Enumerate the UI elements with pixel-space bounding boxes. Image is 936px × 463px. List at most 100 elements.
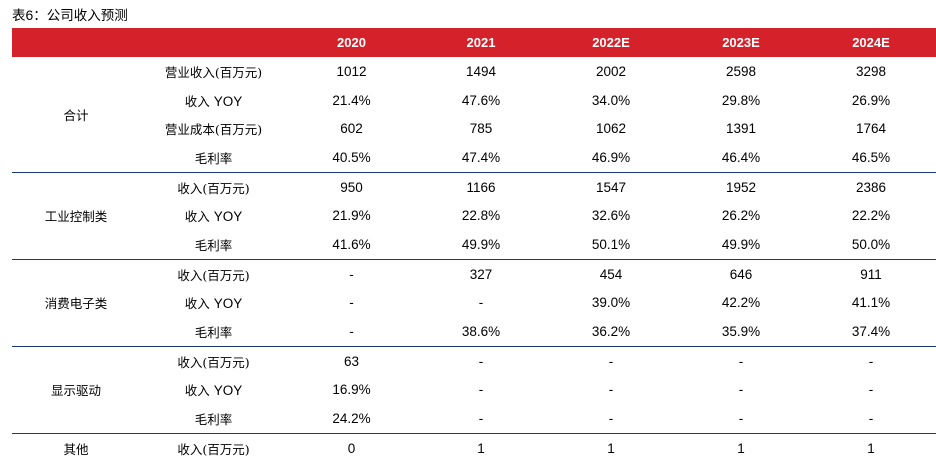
value-cell: - xyxy=(478,382,484,398)
value-cell: 46.5% xyxy=(806,143,936,173)
header-year-cell: 2022E xyxy=(546,28,676,57)
metric-cell: 收入(百万元) xyxy=(177,354,250,370)
value-cell: 26.2% xyxy=(721,208,761,224)
metric-cell: 收入 YOY xyxy=(184,296,243,312)
value-cell: 22.8% xyxy=(461,208,501,224)
table-row: 消费电子类 收入(百万元) - 327 454 646 911 xyxy=(12,259,936,347)
value-cell: 0 xyxy=(347,440,356,456)
value-cell: - xyxy=(806,404,936,434)
value-cell: 1494 xyxy=(465,63,497,79)
category-cell: 合计 xyxy=(12,57,140,173)
value-cell: - xyxy=(416,404,546,434)
header-year-cell: 2021 xyxy=(416,28,546,57)
value-cell: 1764 xyxy=(855,121,887,137)
table-row: 毛利率 24.2% - - - - xyxy=(12,404,936,434)
table-header: 2020 2021 2022E 2023E 2024E xyxy=(12,28,936,57)
value-cell: 1391 xyxy=(725,121,757,137)
metric-cell: 毛利率 xyxy=(140,404,287,434)
header-year-cell: 2023E xyxy=(676,28,806,57)
table-row: 收入 YOY 21.4% 47.6% 34.0% 29.8% 26.9% xyxy=(12,86,936,115)
value-cell: 602 xyxy=(340,121,363,137)
value-cell: 39.0% xyxy=(591,295,631,311)
metric-cell: 毛利率 xyxy=(140,230,287,260)
value-cell: 1012 xyxy=(336,63,367,79)
metric-cell: 收入 YOY xyxy=(184,383,243,399)
value-cell: 50.1% xyxy=(546,230,676,260)
metric-cell: 毛利率 xyxy=(140,143,287,173)
value-cell: 785 xyxy=(469,121,493,137)
value-cell: 21.4% xyxy=(332,92,371,108)
value-cell: - xyxy=(546,404,676,434)
table-row: 收入 YOY 21.9% 22.8% 32.6% 26.2% 22.2% xyxy=(12,201,936,230)
metric-cell: 收入(百万元) xyxy=(177,441,250,457)
category-cell: 其他 xyxy=(63,441,89,457)
table-row: 毛利率 40.5% 47.4% 46.9% 46.4% 46.5% xyxy=(12,143,936,173)
revenue-forecast-table: 2020 2021 2022E 2023E 2024E 合计 营业收入(百万元) 1012 1… xyxy=(12,28,936,463)
value-cell: 21.9% xyxy=(332,208,371,224)
value-cell: - xyxy=(738,382,744,398)
table-row: 工业控制类 收入(百万元) 950 1166 1547 1952 2386 xyxy=(12,172,936,260)
value-cell: - xyxy=(478,353,484,369)
value-cell: 3298 xyxy=(855,63,887,79)
value-cell: - xyxy=(478,295,484,311)
value-cell: 46.9% xyxy=(546,143,676,173)
value-cell: - xyxy=(868,382,874,398)
value-cell: 2002 xyxy=(595,63,627,79)
value-cell: 1547 xyxy=(595,179,627,195)
value-cell: 1062 xyxy=(595,121,627,137)
value-cell: 1166 xyxy=(466,179,496,195)
value-cell: 24.2% xyxy=(287,404,416,434)
value-cell: - xyxy=(608,353,614,369)
value-cell: 50.0% xyxy=(806,230,936,260)
table-row: 营业成本(百万元) 602 785 1062 1391 1764 xyxy=(12,114,936,143)
header-year-cell: 2020 xyxy=(287,28,416,57)
value-cell: 36.2% xyxy=(546,317,676,347)
value-cell: - xyxy=(349,266,354,282)
value-cell: 1 xyxy=(737,440,745,456)
value-cell: 46.4% xyxy=(676,143,806,173)
table-row: 显示驱动 收入(百万元) 63- - - - xyxy=(12,346,936,434)
value-cell: 35.9% xyxy=(676,317,806,347)
value-cell: 327 xyxy=(469,266,493,282)
value-cell: - xyxy=(287,317,416,347)
value-cell: 49.9% xyxy=(676,230,806,260)
table-row: 收入 YOY 16.9% - - - - xyxy=(12,376,936,405)
value-cell: 29.8% xyxy=(721,92,761,108)
header-blank-cell xyxy=(12,28,140,57)
value-cell: 1 xyxy=(477,440,485,456)
metric-cell: 营业收入(百万元) xyxy=(164,64,263,80)
category-cell: 显示驱动 xyxy=(12,346,140,434)
value-cell: 47.4% xyxy=(416,143,546,173)
table-row: 毛利率 41.6% 49.9% 50.1% 49.9% 50.0% xyxy=(12,230,936,260)
metric-cell: 收入(百万元) xyxy=(177,180,250,196)
category-cell: 工业控制类 xyxy=(12,172,140,260)
category-cell: 消费电子类 xyxy=(12,259,140,347)
header-year-cell: 2024E xyxy=(806,28,936,57)
metric-cell: 收入 YOY xyxy=(184,209,243,225)
yoy-label: YOY xyxy=(213,296,243,312)
header-row: 2020 2021 2022E 2023E 2024E xyxy=(12,28,936,57)
value-cell: 1 xyxy=(867,440,875,456)
table-row: 合计 营业收入(百万元) 1012 1494 2002 2598 3298 xyxy=(12,57,936,173)
value-cell: 2598 xyxy=(725,63,757,79)
value-cell: 37.4% xyxy=(806,317,936,347)
metric-cell: 毛利率 xyxy=(140,317,287,347)
table-row: 收入 YOY - - 39.0% 42.2% 41.1% xyxy=(12,289,936,318)
value-cell: 454 xyxy=(599,266,623,282)
value-cell: 1 xyxy=(607,440,615,456)
table-row: 其他 收入(百万元) 0 1 1 1 1 xyxy=(12,433,936,462)
yoy-label: YOY xyxy=(213,93,243,109)
value-cell: 16.9% xyxy=(332,382,371,398)
value-cell: 32.6% xyxy=(591,208,631,224)
value-cell: 22.2% xyxy=(851,208,891,224)
value-cell: 26.9% xyxy=(851,92,891,108)
value-cell: 646 xyxy=(729,266,753,282)
value-cell: - xyxy=(608,382,614,398)
value-cell: 1952 xyxy=(725,179,757,195)
value-cell: 911 xyxy=(860,266,882,282)
caption-number: 6 xyxy=(25,7,34,23)
table-row: 毛利率 -38.6% 36.2% 35.9% 37.4% xyxy=(12,317,936,347)
header-blank-cell xyxy=(140,28,287,57)
value-cell: 34.0% xyxy=(591,92,631,108)
value-cell: - xyxy=(738,353,744,369)
